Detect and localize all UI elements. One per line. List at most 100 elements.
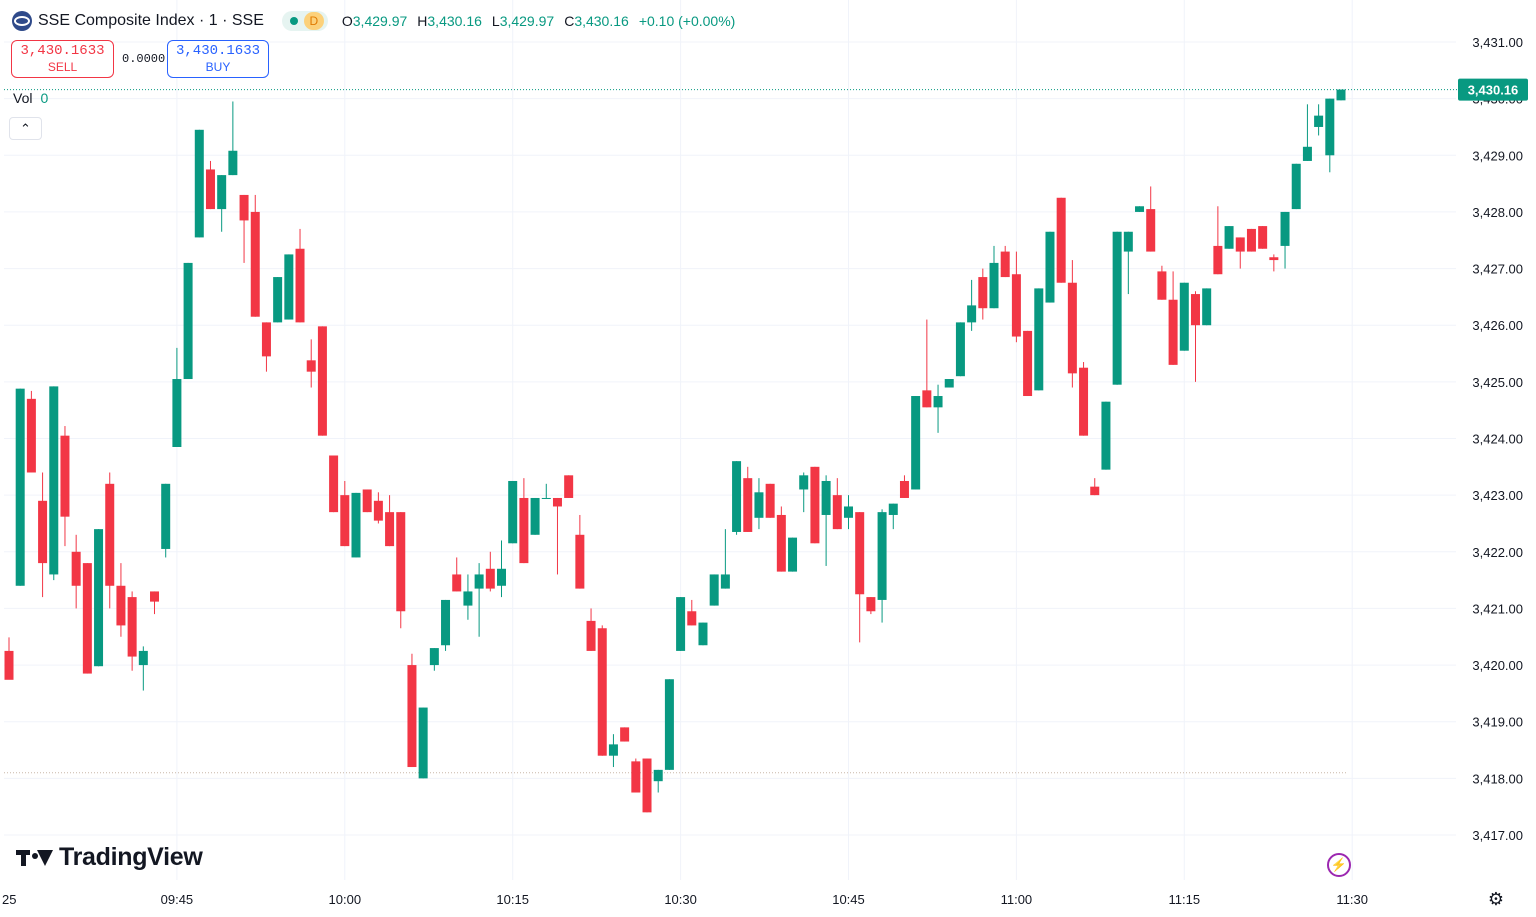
candle [116, 563, 126, 637]
candle-body [709, 574, 719, 606]
candle [1314, 104, 1324, 136]
candle-body [530, 497, 540, 535]
low-value: 3,429.97 [499, 13, 555, 29]
candle-body [922, 390, 932, 408]
candle [1135, 206, 1145, 212]
candle [1168, 271, 1178, 365]
candle [1269, 254, 1279, 272]
candle-body [82, 563, 92, 674]
time-tick-label: 09:45 [161, 892, 194, 907]
candle-body [832, 495, 842, 530]
candle-body [1146, 209, 1156, 252]
candle [541, 483, 551, 499]
symbol-title[interactable]: SSE Composite Index · 1 · SSE [38, 12, 264, 29]
close-label: C [564, 13, 575, 29]
time-axis[interactable]: 25 09:45 10:00 10:15 10:30 10:45 11:00 11:15 11:… [2, 892, 1368, 907]
buy-button[interactable]: 3,430.1633 BUY [167, 40, 269, 78]
candle-body [1280, 211, 1290, 246]
candle-body [362, 489, 372, 513]
buy-price: 3,430.1633 [175, 43, 260, 59]
volume-label: Vol [13, 90, 33, 106]
collapse-legend-button[interactable]: ⌃ [9, 117, 42, 140]
candle-body [586, 620, 596, 651]
candle-body [698, 622, 708, 646]
candle-body [317, 326, 327, 436]
candle-body [1056, 197, 1066, 283]
price-tick-label: 3,426.00 [1472, 318, 1523, 333]
candle-body [620, 727, 630, 742]
tradingview-watermark[interactable]: TradingView [16, 843, 203, 872]
volume-legend[interactable]: Vol 0 [13, 90, 48, 106]
candle [967, 279, 977, 331]
chevron-up-icon: ⌃ [20, 120, 31, 136]
candle [508, 480, 518, 544]
candle-body [1011, 274, 1021, 337]
candle-body [1123, 231, 1133, 252]
candle [373, 492, 383, 524]
candle [810, 466, 820, 544]
price-tick-label: 3,418.00 [1472, 771, 1523, 786]
candle-body [340, 495, 350, 547]
candle [138, 646, 148, 691]
candle-body [720, 574, 730, 589]
price-tick-label: 3,421.00 [1472, 601, 1523, 616]
price-tick-label: 3,431.00 [1472, 35, 1523, 50]
candle [418, 707, 428, 779]
watermark-text: TradingView [59, 843, 203, 871]
tradingview-logo-icon [16, 847, 53, 869]
candle [49, 386, 59, 581]
candle-body [933, 396, 943, 408]
close-value: 3,430.16 [574, 13, 629, 29]
time-tick-label: 10:00 [329, 892, 362, 907]
candle [564, 475, 574, 498]
candle-body [1314, 115, 1324, 127]
candle-body [351, 492, 361, 558]
sell-button[interactable]: 3,430.1633 SELL [11, 40, 114, 78]
candle [250, 194, 260, 317]
price-tick-label: 3,420.00 [1472, 658, 1523, 673]
candle [687, 599, 697, 626]
candle [754, 478, 764, 530]
market-status[interactable]: D [281, 11, 328, 31]
candle [1034, 288, 1044, 391]
candle [1246, 228, 1256, 252]
grid [4, 0, 1456, 880]
candle-body [1235, 237, 1245, 252]
candle [1045, 231, 1055, 303]
candle-body [127, 597, 137, 657]
candle [1291, 163, 1301, 210]
candle-body [441, 599, 451, 646]
candle-body [1090, 486, 1100, 496]
candle-body [944, 379, 954, 388]
candle-body [799, 475, 809, 490]
candle-body [49, 386, 59, 575]
price-axis[interactable]: 3,417.00 3,418.00 3,419.00 3,420.00 3,421.00… [1472, 35, 1523, 843]
candle [1280, 211, 1290, 269]
candle [855, 512, 865, 643]
candle [485, 551, 495, 592]
market-status-dot-icon [289, 17, 298, 25]
candle [1235, 237, 1245, 269]
gear-icon[interactable]: ⚙ [1487, 888, 1505, 909]
time-tick-label: 10:45 [832, 892, 865, 907]
lightning-icon[interactable]: ⚡ [1327, 853, 1351, 877]
time-tick-label: 25 [2, 892, 16, 907]
candle [519, 478, 529, 564]
candle-body [967, 305, 977, 323]
last-price-marker: 3,430.16 [4, 78, 1528, 101]
candle-body [955, 322, 965, 377]
candle-body [519, 497, 529, 564]
candle [239, 194, 249, 263]
candle-body [676, 597, 686, 651]
candle-body [732, 461, 742, 532]
candle-body [899, 480, 909, 498]
candle [362, 489, 372, 513]
candle-body [1325, 98, 1335, 156]
candle [866, 597, 876, 615]
candle-body [183, 262, 193, 380]
candle-body [1213, 245, 1223, 275]
candle [497, 540, 507, 598]
low-label: L [491, 13, 500, 29]
